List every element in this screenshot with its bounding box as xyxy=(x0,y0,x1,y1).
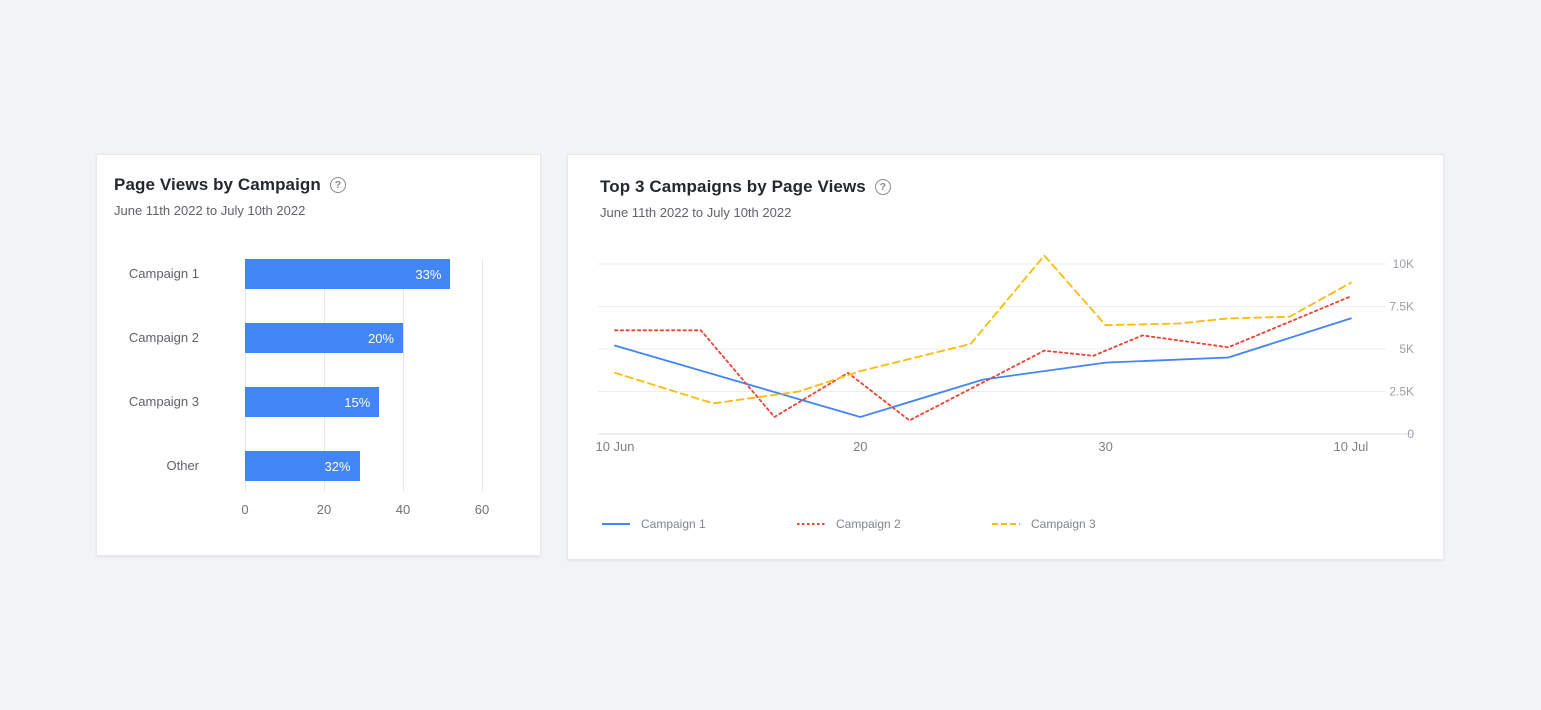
vertical-gridline xyxy=(482,259,483,491)
series-line-campaign-1 xyxy=(614,317,1352,418)
legend-line-swatch xyxy=(992,523,1020,525)
y-axis-tick-label: 7.5K xyxy=(1389,300,1414,314)
bar-chart-date-range: June 11th 2022 to July 10th 2022 xyxy=(114,203,306,218)
legend-label: Campaign 3 xyxy=(1031,517,1096,531)
y-axis-tick-label: 5K xyxy=(1399,342,1414,356)
y-axis-tick-label: 2.5K xyxy=(1389,385,1414,399)
bar-row: Other 32% xyxy=(97,451,360,481)
legend-line-swatch xyxy=(602,523,630,525)
legend-item-campaign-3[interactable]: Campaign 3 xyxy=(991,517,1186,531)
line-chart: 0 2.5K 5K 7.5K 10K 10 Jun 20 30 10 Jul xyxy=(595,254,1414,454)
bar-chart-title: Page Views by Campaign xyxy=(114,175,321,194)
chart-legend: Campaign 1 Campaign 2 Campaign 3 xyxy=(601,517,1186,531)
x-axis-tick-label: 0 xyxy=(241,502,249,517)
bar-row: Campaign 3 15% xyxy=(97,387,380,417)
bar-card-header: Page Views by Campaign ? xyxy=(114,175,346,195)
bar-value-label: 20% xyxy=(367,330,394,346)
category-label: Campaign 2 xyxy=(128,330,199,345)
page-views-by-campaign-card: Page Views by Campaign ? June 11th 2022 … xyxy=(96,154,541,556)
y-axis-tick-label: 0 xyxy=(1407,427,1414,441)
legend-line-swatch xyxy=(797,523,825,525)
bar-value-label: 32% xyxy=(324,458,351,474)
bar-value-label: 15% xyxy=(344,394,371,410)
category-label: Campaign 1 xyxy=(128,266,199,281)
bar-other[interactable]: 32% xyxy=(245,451,360,481)
x-axis-tick-label: 20 xyxy=(853,439,867,454)
bar-row: Campaign 2 20% xyxy=(97,323,403,353)
series-line-campaign-3 xyxy=(614,254,1352,405)
y-axis-tick-label: 10K xyxy=(1393,257,1414,271)
vertical-gridline xyxy=(245,259,246,491)
series-line-campaign-2 xyxy=(614,295,1352,422)
vertical-gridline xyxy=(403,259,404,491)
bar-row: Campaign 1 33% xyxy=(97,259,451,289)
bar-campaign-1[interactable]: 33% xyxy=(245,259,451,289)
line-chart-title: Top 3 Campaigns by Page Views xyxy=(600,177,866,196)
line-chart-date-range: June 11th 2022 to July 10th 2022 xyxy=(600,205,792,220)
legend-label: Campaign 2 xyxy=(836,517,901,531)
line-card-header: Top 3 Campaigns by Page Views ? xyxy=(600,177,891,197)
x-axis-tick-label: 20 xyxy=(316,502,332,517)
bar-chart: 0 20 40 60 Campaign 1 33% Campaign 2 20% Campaig… xyxy=(97,259,517,517)
top-campaigns-line-card: Top 3 Campaigns by Page Views ? June 11t… xyxy=(567,154,1444,560)
x-axis-tick-label: 10 Jun xyxy=(595,439,634,454)
x-axis-tick-label: 30 xyxy=(1098,439,1112,454)
bar-campaign-2[interactable]: 20% xyxy=(245,323,403,353)
legend-label: Campaign 1 xyxy=(641,517,706,531)
legend-item-campaign-1[interactable]: Campaign 1 xyxy=(601,517,796,531)
vertical-gridline xyxy=(324,259,325,491)
bar-value-label: 33% xyxy=(415,266,442,282)
x-axis-tick-label: 10 Jul xyxy=(1334,439,1369,454)
category-label: Campaign 3 xyxy=(128,394,199,409)
bar-campaign-3[interactable]: 15% xyxy=(245,387,380,417)
legend-item-campaign-2[interactable]: Campaign 2 xyxy=(796,517,991,531)
x-axis-tick-label: 60 xyxy=(474,502,490,517)
category-label: Other xyxy=(166,458,199,473)
x-axis-tick-label: 40 xyxy=(395,502,411,517)
help-icon[interactable]: ? xyxy=(329,177,346,193)
help-icon[interactable]: ? xyxy=(874,179,891,195)
